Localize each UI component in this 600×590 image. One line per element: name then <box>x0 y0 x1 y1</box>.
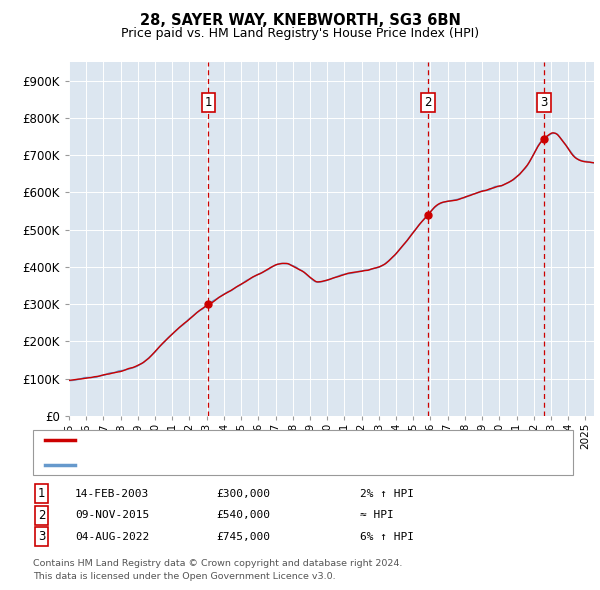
Text: £540,000: £540,000 <box>216 510 270 520</box>
Text: 3: 3 <box>38 530 45 543</box>
Text: £300,000: £300,000 <box>216 489 270 499</box>
Text: 3: 3 <box>541 96 548 109</box>
Text: 28, SAYER WAY, KNEBWORTH, SG3 6BN: 28, SAYER WAY, KNEBWORTH, SG3 6BN <box>140 13 460 28</box>
Text: 2: 2 <box>38 509 45 522</box>
Text: ≈ HPI: ≈ HPI <box>360 510 394 520</box>
Text: 1: 1 <box>205 96 212 109</box>
Text: 28, SAYER WAY, KNEBWORTH, SG3 6BN (detached house): 28, SAYER WAY, KNEBWORTH, SG3 6BN (detac… <box>84 435 405 444</box>
Text: 1: 1 <box>38 487 45 500</box>
Text: 6% ↑ HPI: 6% ↑ HPI <box>360 532 414 542</box>
Text: This data is licensed under the Open Government Licence v3.0.: This data is licensed under the Open Gov… <box>33 572 335 581</box>
Text: Contains HM Land Registry data © Crown copyright and database right 2024.: Contains HM Land Registry data © Crown c… <box>33 559 403 568</box>
Text: 09-NOV-2015: 09-NOV-2015 <box>75 510 149 520</box>
Text: 14-FEB-2003: 14-FEB-2003 <box>75 489 149 499</box>
Text: Price paid vs. HM Land Registry's House Price Index (HPI): Price paid vs. HM Land Registry's House … <box>121 27 479 40</box>
Text: 2% ↑ HPI: 2% ↑ HPI <box>360 489 414 499</box>
Text: 04-AUG-2022: 04-AUG-2022 <box>75 532 149 542</box>
Text: HPI: Average price, detached house, North Hertfordshire: HPI: Average price, detached house, Nort… <box>84 460 399 470</box>
Text: £745,000: £745,000 <box>216 532 270 542</box>
Text: 2: 2 <box>424 96 431 109</box>
